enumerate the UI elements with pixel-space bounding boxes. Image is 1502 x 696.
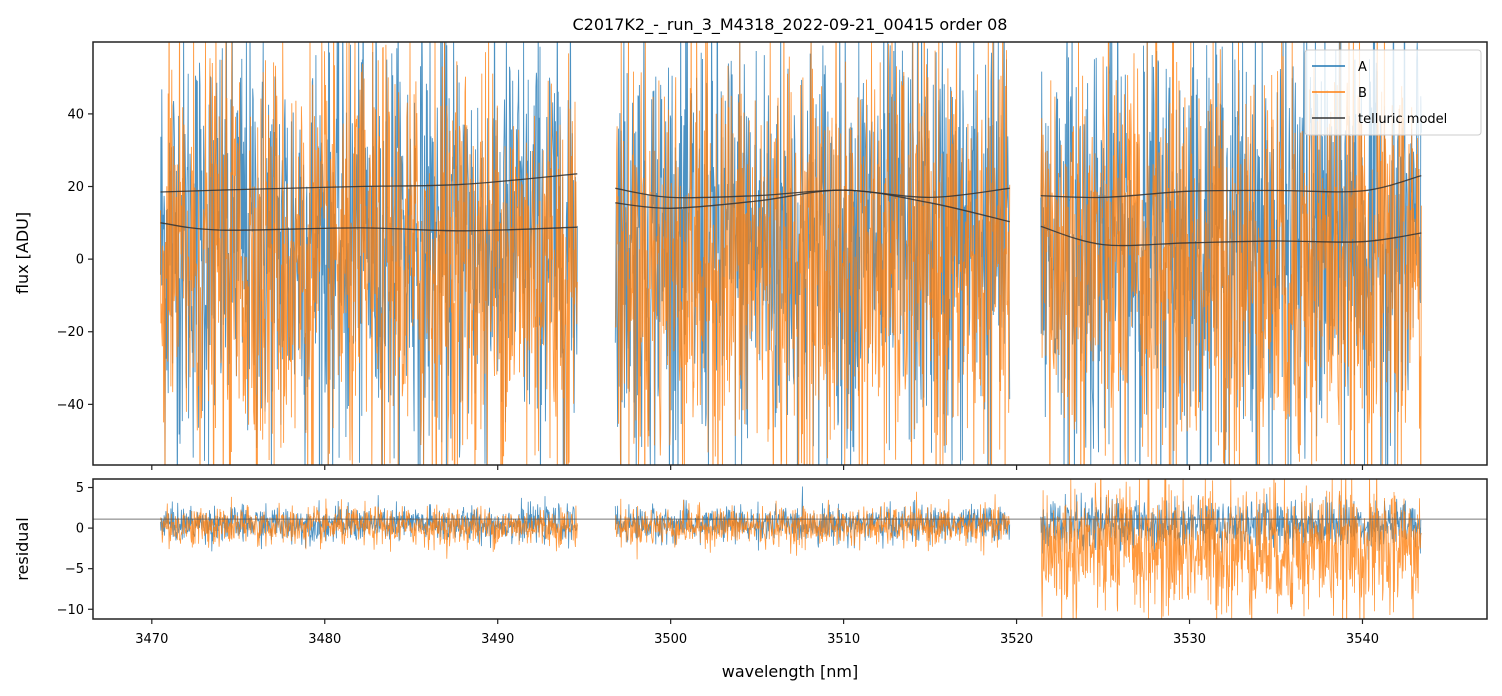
legend-label-b: B bbox=[1358, 86, 1367, 101]
y-tick-label: 0 bbox=[76, 522, 84, 537]
x-tick-label: 3500 bbox=[654, 632, 687, 647]
legend: A B telluric model bbox=[1304, 49, 1482, 136]
residual-y-ticks: 5 0 −5 −10 bbox=[57, 481, 93, 618]
residual-axes-frame bbox=[92, 478, 1488, 620]
telluric-model-line bbox=[160, 222, 578, 232]
y-tick-label: 0 bbox=[76, 253, 84, 268]
legend-label-telluric: telluric model bbox=[1358, 112, 1447, 127]
x-tick-label: 3530 bbox=[1173, 632, 1206, 647]
residual-plot-area bbox=[93, 479, 1487, 619]
y-tick-label: −10 bbox=[57, 603, 84, 618]
residual-y-axis-label: residual bbox=[13, 517, 32, 580]
y-tick-label: −40 bbox=[57, 398, 84, 413]
y-tick-label: −20 bbox=[57, 325, 84, 340]
x-tick-label: 3490 bbox=[481, 632, 514, 647]
y-tick-label: −5 bbox=[65, 562, 84, 577]
x-tick-label: 3480 bbox=[308, 632, 341, 647]
telluric-model-line bbox=[615, 187, 1010, 199]
x-tick-label: 3510 bbox=[827, 632, 860, 647]
x-tick-label: 3540 bbox=[1346, 632, 1379, 647]
x-tick-label: 3520 bbox=[1000, 632, 1033, 647]
legend-box bbox=[1304, 49, 1482, 136]
telluric-model-line bbox=[160, 173, 578, 193]
telluric-model-line bbox=[615, 189, 1010, 223]
series-b-flux-line bbox=[614, 42, 1011, 465]
series-b-flux-line bbox=[1040, 42, 1422, 465]
telluric-model-line bbox=[1040, 225, 1422, 247]
flux-plot-area bbox=[160, 42, 1422, 465]
series-b-residual-line bbox=[160, 496, 578, 559]
x-ticks: 3470 3480 3490 3500 3510 3520 3530 3540 bbox=[135, 465, 1379, 647]
legend-label-a: A bbox=[1358, 60, 1367, 75]
telluric-model-line bbox=[1040, 174, 1422, 199]
series-b-residual-line bbox=[614, 491, 1011, 560]
flux-axes-frame bbox=[92, 41, 1488, 466]
series-b-residual-line bbox=[1040, 479, 1422, 619]
series-b-flux-line bbox=[160, 42, 578, 465]
x-tick-label: 3470 bbox=[135, 632, 168, 647]
chart-title: C2017K2_-_run_3_M4318_2022-09-21_00415 o… bbox=[573, 15, 1008, 35]
flux-y-axis-label: flux [ADU] bbox=[13, 212, 32, 294]
x-axis-label: wavelength [nm] bbox=[722, 662, 859, 681]
y-tick-label: 40 bbox=[67, 107, 84, 122]
y-tick-label: 20 bbox=[67, 180, 84, 195]
flux-y-ticks: 40 20 0 −20 −40 bbox=[57, 107, 93, 413]
y-tick-label: 5 bbox=[76, 481, 84, 496]
